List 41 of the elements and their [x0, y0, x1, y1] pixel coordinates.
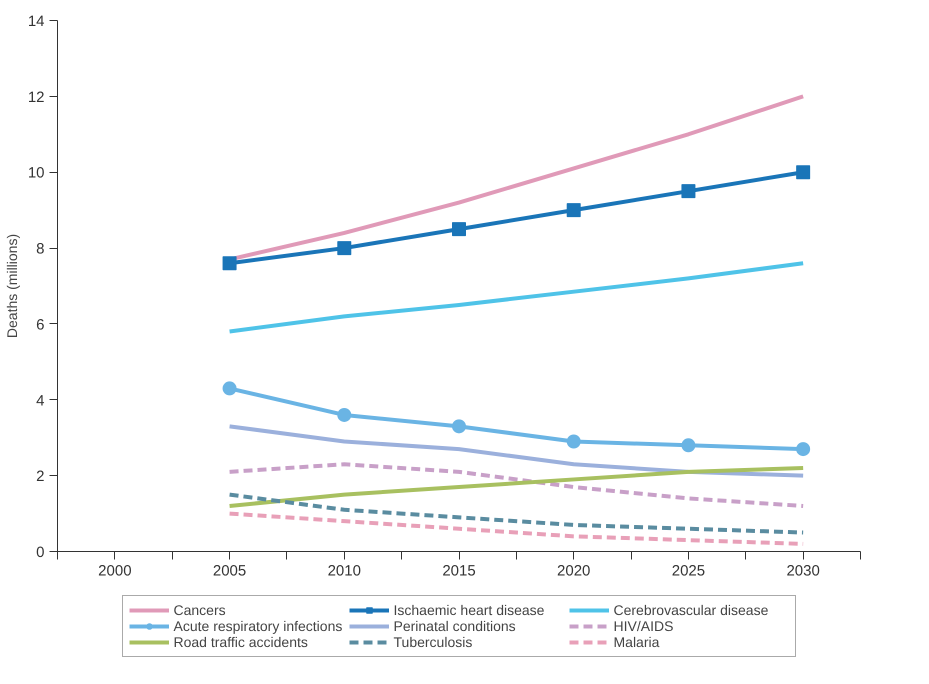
y-tick-label: 12: [28, 88, 45, 106]
line-series: [228, 424, 806, 478]
y-axis-title: Deaths (millions): [4, 234, 20, 338]
legend-label: Ischaemic heart disease: [394, 602, 546, 618]
legend-label: Cerebrovascular disease: [614, 602, 770, 618]
line-series: [228, 261, 806, 334]
legend-label: Perinatal conditions: [394, 618, 517, 634]
legend-label: Cancers: [174, 602, 227, 618]
point: [452, 419, 466, 434]
point: [222, 256, 237, 270]
legend-label: Malaria: [614, 634, 660, 650]
y-tick-label: 14: [28, 13, 45, 30]
point: [796, 165, 810, 180]
legend-label: Acute respiratory infections: [174, 618, 344, 634]
y-tick-label: 10: [28, 164, 45, 182]
x-tick-label: 2000: [98, 562, 132, 580]
x-tick-label: 2015: [442, 562, 476, 580]
y-tick-label: 0: [36, 544, 44, 561]
x-tick-label: 2005: [212, 562, 246, 580]
y-tick-label: 8: [36, 240, 44, 258]
point: [337, 241, 352, 256]
line-series: [228, 492, 806, 535]
x-tick-label: 2025: [672, 562, 706, 580]
y-tick-label: 2: [36, 468, 44, 486]
point: [566, 203, 581, 218]
point: [452, 222, 466, 236]
x-tick-label: 2020: [557, 562, 590, 580]
y-tick-label: 4: [36, 392, 44, 410]
point: [222, 381, 237, 396]
x-tick-label: 2030: [786, 562, 820, 580]
point: [337, 408, 352, 422]
line-series: [228, 512, 806, 546]
legend-label: Tuberculosis: [394, 634, 474, 650]
y-tick-label: 6: [36, 316, 44, 334]
legend-label: HIV/AIDS: [614, 618, 674, 634]
x-tick-label: 2010: [328, 562, 361, 580]
point: [681, 184, 696, 198]
point: [681, 438, 696, 452]
point: [566, 434, 581, 448]
point: [796, 442, 810, 456]
legend-label: Road traffic accidents: [174, 634, 309, 650]
